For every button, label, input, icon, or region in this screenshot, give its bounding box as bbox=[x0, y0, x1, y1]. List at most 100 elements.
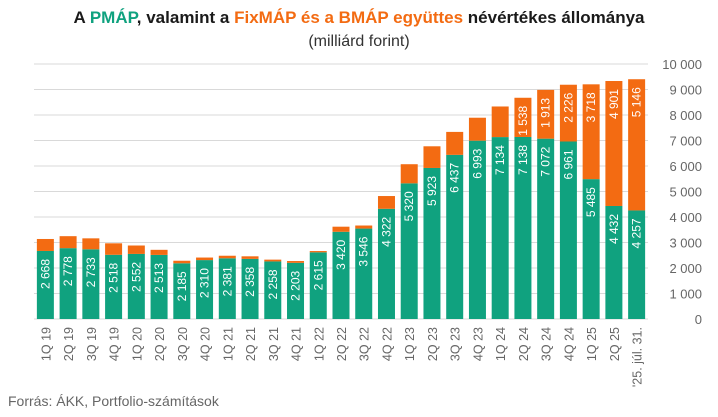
data-label-pmap: 7 134 bbox=[493, 145, 507, 175]
x-tick-label: '25. júl. 31. bbox=[631, 327, 645, 387]
bar-pmap bbox=[628, 210, 646, 319]
bar-fixmap bbox=[628, 79, 646, 211]
x-tick-label: 2Q 21 bbox=[244, 327, 258, 361]
bar-fixmap bbox=[537, 89, 555, 139]
bar-fixmap bbox=[309, 251, 327, 253]
data-label-pmap: 2 258 bbox=[266, 269, 280, 299]
data-label-pmap: 2 185 bbox=[175, 271, 189, 301]
data-label-pmap: 2 615 bbox=[311, 260, 325, 290]
data-label-pmap: 2 778 bbox=[61, 256, 75, 286]
bar-pmap bbox=[105, 254, 123, 319]
data-label-pmap: 4 322 bbox=[379, 216, 393, 246]
x-tick-label: 4Q 19 bbox=[108, 327, 122, 361]
title-part: névértékes állománya bbox=[463, 8, 645, 27]
source-note: Forrás: ÁKK, Portfolio-számítások bbox=[8, 393, 219, 409]
data-label-pmap: 2 513 bbox=[152, 263, 166, 293]
bar-fixmap bbox=[514, 97, 532, 137]
bar-fixmap bbox=[355, 225, 373, 229]
title-pmap: PMÁP bbox=[89, 8, 137, 27]
bar-pmap bbox=[446, 154, 464, 319]
bar-fixmap bbox=[173, 260, 191, 264]
bar-fixmap bbox=[332, 226, 350, 232]
bar-fixmap bbox=[559, 84, 577, 142]
data-label-pmap: 5 320 bbox=[402, 191, 416, 221]
bar-pmap bbox=[377, 208, 395, 319]
data-label-pmap: 7 138 bbox=[516, 145, 530, 175]
x-tick-label: 4Q 24 bbox=[562, 327, 576, 361]
y-tick-label: 5 000 bbox=[669, 185, 702, 200]
bar-pmap bbox=[150, 254, 168, 319]
y-tick-label: 2 000 bbox=[669, 261, 702, 276]
x-tick-label: 3Q 24 bbox=[540, 327, 554, 361]
y-tick-label: 8 000 bbox=[669, 108, 702, 123]
y-tick-label: 7 000 bbox=[669, 134, 702, 149]
bar-fixmap bbox=[491, 106, 509, 138]
x-tick-label: 1Q 20 bbox=[130, 327, 144, 361]
bar-fixmap bbox=[36, 238, 54, 251]
bar-pmap bbox=[559, 141, 577, 319]
bar-pmap bbox=[582, 179, 600, 319]
data-label-pmap: 2 310 bbox=[198, 268, 212, 298]
bar-pmap bbox=[605, 205, 623, 319]
x-tick-label: 3Q 22 bbox=[358, 327, 372, 361]
bar-fixmap bbox=[150, 249, 168, 255]
bar-fixmap bbox=[241, 256, 259, 259]
title-part: A bbox=[73, 8, 90, 27]
data-label-fixmap: 2 226 bbox=[561, 92, 575, 122]
x-tick-label: 4Q 23 bbox=[471, 327, 485, 361]
data-label-fixmap: 5 146 bbox=[630, 87, 644, 117]
bar-pmap bbox=[309, 252, 327, 319]
bar-fixmap bbox=[196, 257, 214, 261]
data-label-pmap: 2 733 bbox=[84, 257, 98, 287]
bar-fixmap bbox=[264, 259, 282, 262]
data-label-pmap: 4 432 bbox=[607, 214, 621, 244]
data-label-pmap: 2 358 bbox=[243, 267, 257, 297]
x-tick-label: 1Q 24 bbox=[494, 327, 508, 361]
bar-fixmap bbox=[468, 117, 486, 141]
data-label-fixmap: 3 718 bbox=[584, 92, 598, 122]
bar-pmap bbox=[537, 138, 555, 319]
x-tick-label: 2Q 20 bbox=[153, 327, 167, 361]
x-tick-label: 3Q 19 bbox=[85, 327, 99, 361]
bar-pmap bbox=[332, 231, 350, 319]
bar-pmap bbox=[241, 258, 259, 319]
bar-pmap bbox=[173, 263, 191, 319]
x-tick-label: 4Q 22 bbox=[380, 327, 394, 361]
bar-fixmap bbox=[400, 164, 418, 184]
bar-fixmap bbox=[218, 255, 236, 259]
data-label-pmap: 7 072 bbox=[539, 146, 553, 176]
x-tick-label: 1Q 23 bbox=[403, 327, 417, 361]
bar-fixmap bbox=[59, 236, 77, 249]
y-tick-label: 10 000 bbox=[662, 57, 702, 72]
data-label-pmap: 2 668 bbox=[38, 259, 52, 289]
y-tick-label: 1 000 bbox=[669, 287, 702, 302]
title-part: , valamint a bbox=[136, 8, 235, 27]
data-label-fixmap: 1 913 bbox=[539, 98, 553, 128]
bar-pmap bbox=[514, 136, 532, 319]
bar-fixmap bbox=[377, 196, 395, 209]
x-tick-label: 3Q 21 bbox=[267, 327, 281, 361]
data-label-pmap: 2 552 bbox=[129, 262, 143, 292]
x-tick-label: 3Q 20 bbox=[176, 327, 190, 361]
title-fixmap: FixMÁP és a BMÁP együttes bbox=[234, 8, 464, 27]
bar-pmap bbox=[59, 248, 77, 319]
x-tick-label: 4Q 20 bbox=[199, 327, 213, 361]
x-tick-label: 1Q 19 bbox=[39, 327, 53, 361]
bar-fixmap bbox=[582, 84, 600, 180]
y-tick-label: 9 000 bbox=[669, 83, 702, 98]
x-tick-label: 2Q 23 bbox=[426, 327, 440, 361]
data-label-fixmap: 4 901 bbox=[607, 89, 621, 119]
data-label-pmap: 5 923 bbox=[425, 176, 439, 206]
chart-subtitle: (milliárd forint) bbox=[308, 33, 410, 50]
bar-fixmap bbox=[423, 146, 441, 168]
data-label-fixmap: 1 538 bbox=[516, 105, 530, 135]
bar-pmap bbox=[423, 167, 441, 319]
data-label-pmap: 3 546 bbox=[357, 236, 371, 266]
x-tick-label: 2Q 25 bbox=[608, 327, 622, 361]
data-label-pmap: 4 257 bbox=[630, 218, 644, 248]
x-tick-label: 4Q 21 bbox=[290, 327, 304, 361]
data-label-pmap: 2 518 bbox=[107, 262, 121, 292]
bar-pmap bbox=[491, 137, 509, 319]
x-tick-label: 2Q 19 bbox=[62, 327, 76, 361]
